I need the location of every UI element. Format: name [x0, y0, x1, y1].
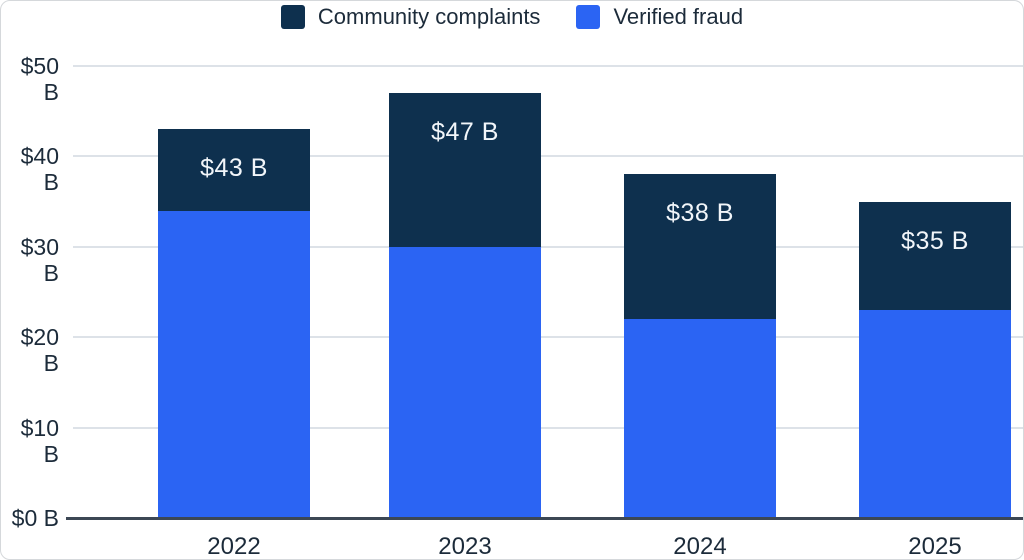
bar-2022-verified-fraud-segment [158, 210, 310, 518]
y-tick-label-40: $40 B [20, 143, 59, 196]
y-tick-label-50: $50 B [20, 53, 59, 105]
gridline-30 [73, 245, 1023, 248]
bar-2025-community-complaints-segment [859, 201, 1011, 311]
bar-2023-community-complaints-segment [389, 93, 541, 247]
gridline-50 [73, 65, 1023, 67]
x-tick-label-2022: 2022 [207, 533, 261, 560]
legend-label-community-complaints: Community complaints [317, 4, 541, 29]
bar-2024-community-complaints-segment [624, 174, 776, 320]
y-tick-label-30: $30 B [20, 233, 59, 286]
bar-2023-verified-fraud-segment [389, 246, 541, 518]
bar-2024-verified-fraud-segment [624, 319, 776, 518]
chart-legend: Community complaints Verified fraud [1, 4, 1023, 30]
bar-total-label-2024: $38 B [666, 199, 734, 228]
bar-total-label-2022: $43 B [200, 154, 268, 183]
y-tick-label-10: $10 B [20, 414, 59, 467]
y-tick-label-20: $20 B [20, 324, 59, 377]
legend-item-community-complaints: Community complaints [280, 4, 541, 30]
legend-swatch-community-complaints [280, 5, 305, 29]
gridline-40 [73, 155, 1023, 158]
y-tick-label-0: $0 B [11, 505, 59, 531]
gridline-10 [73, 426, 1023, 429]
x-tick-label-2025: 2025 [908, 533, 962, 560]
bar-total-label-2025: $35 B [901, 226, 969, 255]
legend-item-verified-fraud: Verified fraud [576, 4, 743, 30]
x-tick-label-2023: 2023 [438, 533, 492, 560]
bar-2025-verified-fraud-segment [859, 310, 1011, 518]
x-axis-line [66, 517, 1023, 520]
x-tick-label-2024: 2024 [673, 533, 727, 560]
legend-label-verified-fraud: Verified fraud [613, 4, 744, 29]
gridline-20 [73, 336, 1023, 339]
bar-total-label-2023: $47 B [431, 118, 499, 147]
bar-2022-community-complaints-segment [158, 129, 310, 211]
legend-swatch-verified-fraud [576, 5, 601, 29]
